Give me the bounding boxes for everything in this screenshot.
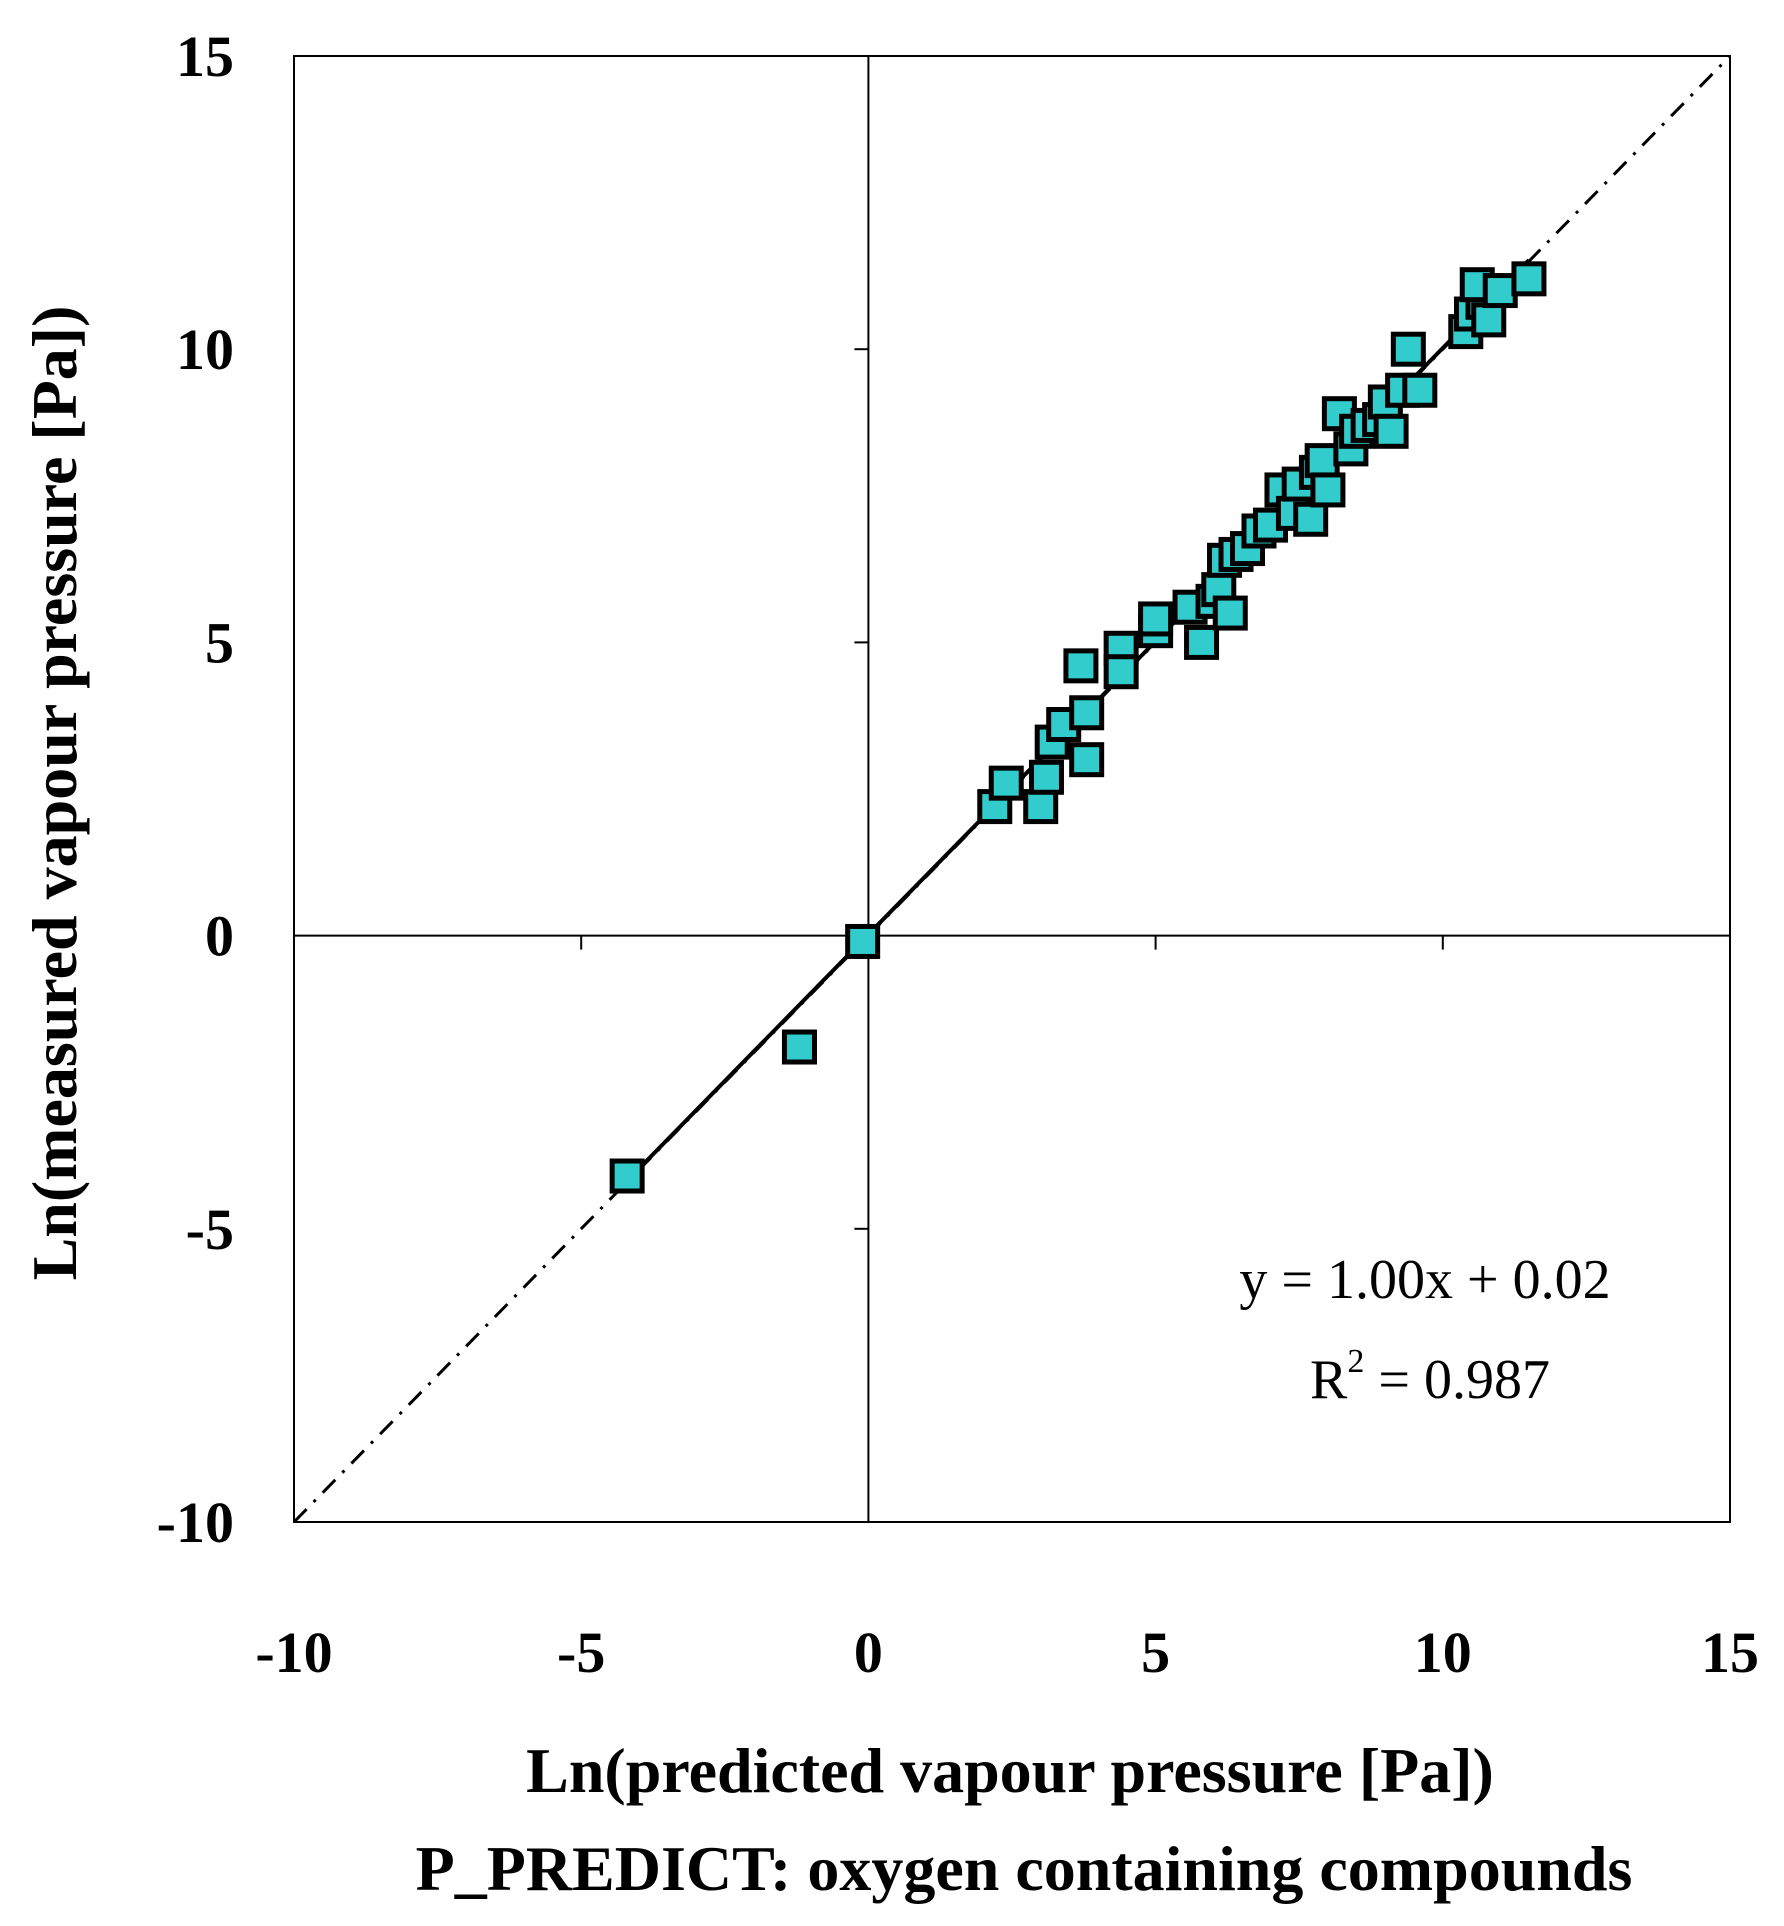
r2-label-value: = 0.987 [1364, 1349, 1550, 1411]
axes-layer [293, 55, 1731, 1523]
x-tick-label: -5 [557, 1620, 605, 1685]
labels-layer: -10 -5 0 5 10 15 -10 -5 0 5 10 15 [157, 24, 1759, 1685]
data-point [1293, 501, 1329, 537]
data-point [1138, 601, 1174, 637]
data-point [1482, 273, 1518, 309]
data-point [609, 1158, 645, 1194]
data-point [1304, 443, 1340, 479]
x-tick-label: 10 [1414, 1620, 1472, 1685]
y-tick-label: 15 [176, 24, 234, 89]
data-point [1028, 759, 1064, 795]
y-axis-title: Ln(measured vapour pressure [Pa]) [19, 306, 90, 1281]
data-point [1212, 595, 1248, 631]
data-point [1310, 472, 1346, 508]
x-tick-label: 5 [1141, 1620, 1170, 1685]
data-point [1069, 695, 1105, 731]
data-point [1063, 648, 1099, 684]
y-tick-label: -10 [157, 1490, 234, 1555]
x-tick-label: 15 [1701, 1620, 1759, 1685]
plot-frame [293, 55, 1731, 1523]
chart-subtitle: P_PREDICT: oxygen containing compounds [416, 1833, 1633, 1904]
y-tick-label: 10 [176, 317, 234, 382]
data-point [1390, 331, 1426, 367]
x-tick-label: 0 [854, 1620, 883, 1685]
data-point [1511, 261, 1547, 297]
x-tick-label: -10 [255, 1620, 332, 1685]
r2-label-sup: 2 [1347, 1343, 1364, 1380]
r2-label: R2 = 0.987 [1310, 1343, 1550, 1411]
data-point [781, 1029, 817, 1065]
equation-label: y = 1.00x + 0.02 [1239, 1249, 1610, 1311]
y-tick-label: -5 [186, 1197, 234, 1262]
r2-label-prefix: R [1310, 1349, 1348, 1411]
data-point [1402, 372, 1438, 408]
data-point [1103, 654, 1139, 690]
data-point [1471, 302, 1507, 338]
points-layer [609, 261, 1547, 1194]
data-point [1023, 789, 1059, 825]
data-point [1069, 742, 1105, 778]
x-axis-title: Ln(predicted vapour pressure [Pa]) [526, 1735, 1494, 1806]
data-point [1184, 624, 1220, 660]
y-tick-label: 5 [205, 610, 234, 675]
data-point [845, 923, 881, 959]
y-tick-label: 0 [205, 904, 234, 969]
data-point [1373, 413, 1409, 449]
data-point [988, 765, 1024, 801]
